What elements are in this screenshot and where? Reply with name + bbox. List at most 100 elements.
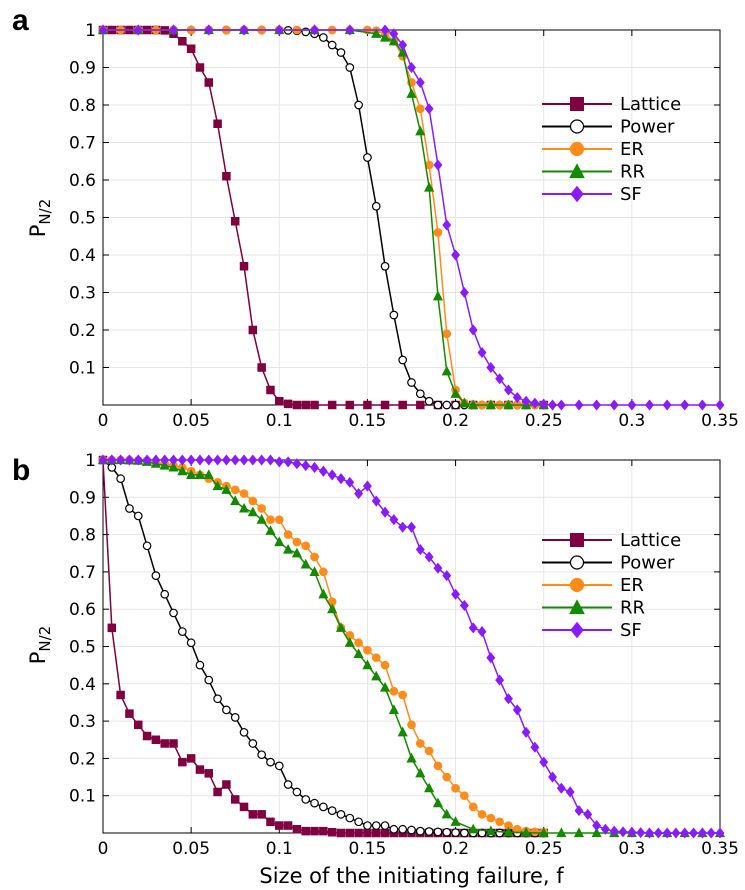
legend-marker (569, 163, 585, 179)
data-point-rr (441, 808, 452, 819)
data-point-sf (239, 454, 249, 466)
data-point-sf (556, 399, 566, 411)
data-point-sf (653, 827, 663, 839)
data-point-sf (592, 399, 602, 411)
data-point-sf (486, 652, 496, 664)
y-axis-label: PN/2 (26, 626, 54, 665)
data-point-sf (592, 819, 602, 832)
data-point-er (257, 504, 267, 513)
data-point-sf (283, 456, 293, 468)
data-point-sf (433, 562, 443, 574)
data-point-power (354, 100, 363, 110)
legend-label: SF (620, 184, 642, 205)
y-tick-label: 0.9 (69, 59, 96, 79)
data-point-sf (398, 521, 408, 533)
data-point-rr (221, 484, 232, 494)
data-point-power (495, 828, 504, 838)
data-point-sf (424, 103, 434, 115)
data-point-sf (415, 76, 425, 89)
data-point-lattice (363, 828, 372, 838)
data-point-sf (583, 808, 593, 820)
data-point-rr (468, 823, 479, 834)
legend-label: SF (620, 620, 642, 641)
data-point-power (389, 824, 399, 834)
data-point-rr (503, 826, 514, 837)
data-point-power (451, 828, 460, 837)
data-point-lattice (266, 385, 275, 395)
data-point-sf (556, 782, 566, 794)
y-axis-label-main: P (26, 652, 50, 665)
data-point-rr (379, 681, 391, 692)
data-point-rr (415, 125, 426, 136)
x-tick-label: 0.3 (618, 411, 645, 431)
data-point-sf (645, 399, 654, 411)
data-point-rr (538, 827, 549, 838)
y-tick-label: 0.2 (69, 321, 96, 341)
data-point-lattice (363, 400, 372, 410)
data-point-rr (397, 726, 408, 737)
data-point-power (363, 153, 372, 162)
data-point-power (160, 589, 170, 599)
data-point-sf (627, 399, 637, 411)
data-point-sf (662, 827, 672, 839)
data-point-sf (257, 454, 267, 466)
data-point-rr (371, 28, 382, 38)
data-point-power (310, 798, 319, 808)
legend-marker (570, 533, 584, 547)
data-point-rr (300, 558, 311, 569)
data-point-er (310, 552, 319, 562)
x-tick-label: 0.25 (525, 411, 563, 431)
data-point-power (345, 63, 355, 72)
data-point-sf (142, 454, 152, 466)
data-point-lattice (186, 44, 196, 53)
y-tick-label: 0.7 (69, 134, 96, 154)
data-point-lattice (248, 810, 258, 819)
data-point-power (177, 627, 187, 636)
data-point-sf (636, 827, 646, 839)
data-point-er (468, 802, 478, 812)
data-point-power (222, 705, 231, 715)
x-tick-label: 0.1 (266, 411, 293, 431)
data-point-rr (485, 399, 496, 410)
data-point-power (424, 827, 434, 836)
x-tick-label: 0.05 (172, 411, 210, 431)
data-point-rr (556, 827, 567, 838)
data-point-power (424, 396, 434, 406)
data-point-lattice (292, 825, 302, 834)
data-point-rr (335, 622, 347, 632)
data-point-power (116, 474, 125, 483)
data-point-sf (574, 399, 584, 411)
data-point-sf (204, 454, 214, 466)
data-point-power (407, 378, 416, 387)
data-point-sf (442, 219, 452, 231)
panel-label: a (12, 4, 29, 37)
data-point-sf (609, 399, 619, 411)
data-point-sf (98, 454, 108, 466)
y-tick-label: 0.1 (69, 787, 96, 807)
data-point-rr (424, 782, 435, 793)
legend-item-sf: SF (542, 184, 642, 205)
y-axis-label: PN/2 (26, 199, 54, 238)
data-point-sf (715, 827, 725, 839)
data-point-sf (116, 454, 126, 466)
legend-label: Power (620, 553, 675, 574)
data-point-sf (504, 693, 513, 705)
chart-panel-b: 0 0.05 0.1 0.15 0.2 0.25 0.3 0.35 0.1 0.2 0.3 0.4 0.… (12, 451, 739, 888)
data-point-lattice (380, 400, 390, 410)
data-point-rr (283, 543, 294, 554)
data-point-sf (627, 826, 637, 838)
data-point-rr (212, 480, 223, 491)
data-point-power (274, 761, 284, 771)
data-point-rr (362, 659, 373, 670)
data-point-power (230, 713, 240, 722)
data-point-power (266, 757, 275, 767)
data-point-er (407, 720, 416, 730)
data-point-sf (477, 346, 487, 359)
y-axis-label-subscript: N/2 (36, 626, 54, 652)
data-point-rr (168, 461, 179, 472)
data-point-sf (274, 24, 284, 36)
data-point-rr (388, 35, 399, 46)
data-point-sf (468, 324, 478, 336)
data-point-sf (618, 826, 628, 838)
